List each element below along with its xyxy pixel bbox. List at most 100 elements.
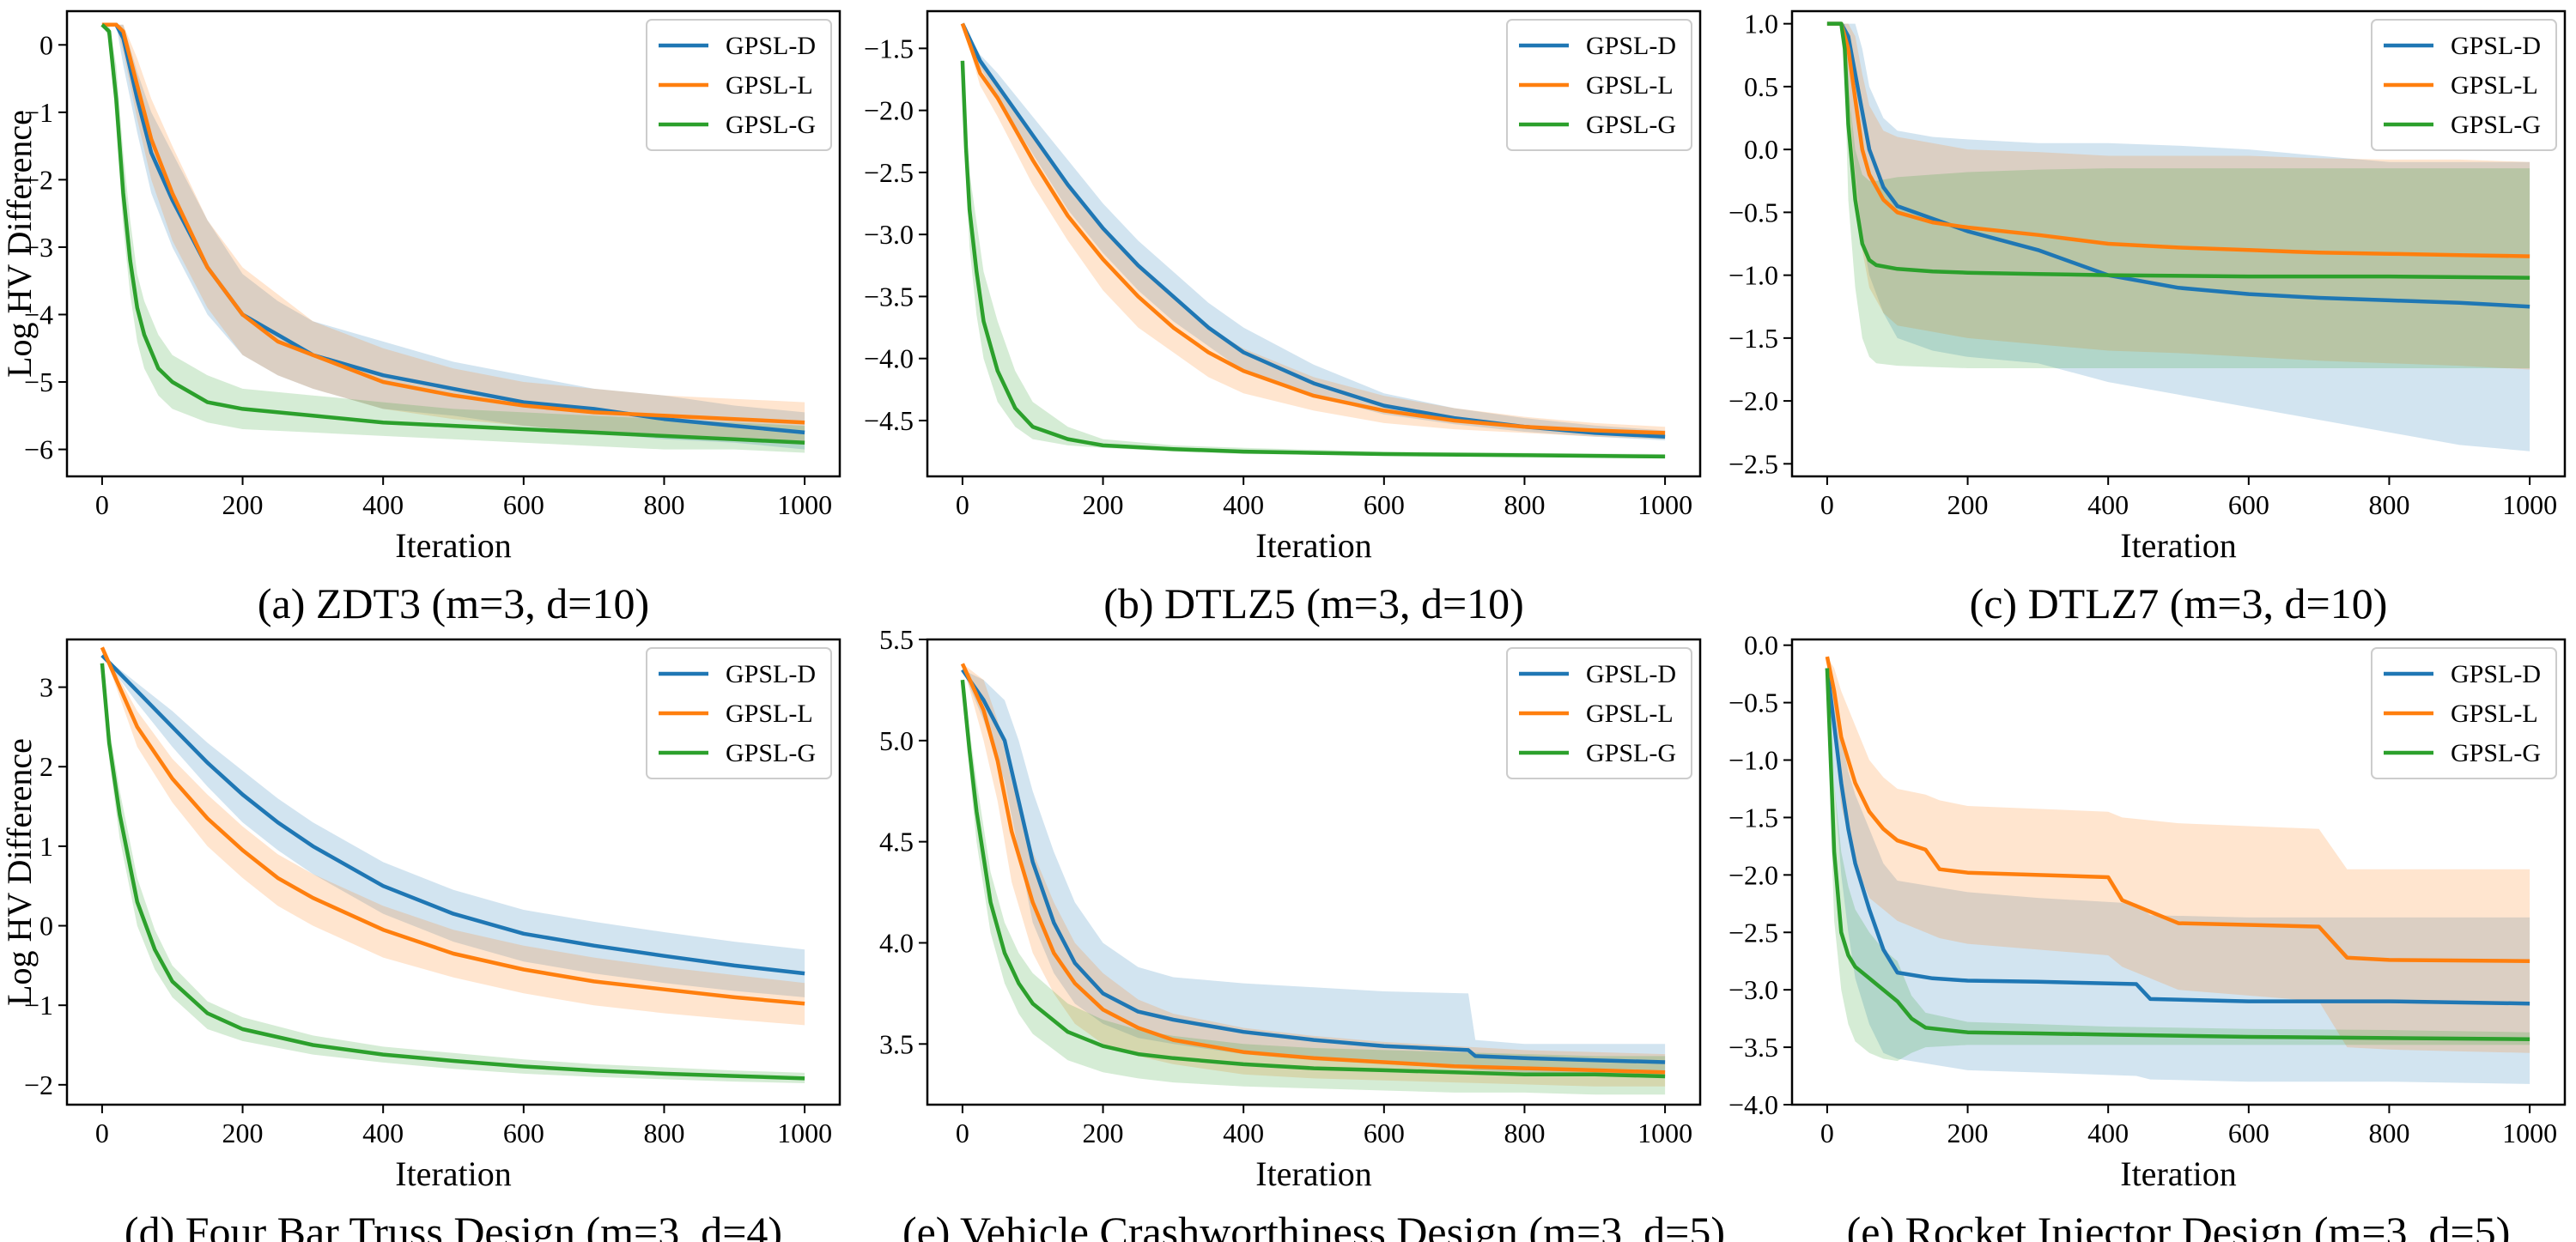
series-line-gpsl-l (1825, 656, 2530, 963)
band-gpsl-d (1826, 23, 2530, 451)
y-tick-label: 0 (39, 29, 53, 60)
band-gpsl-d (101, 655, 805, 997)
y-tick-label: −0.5 (1728, 688, 1778, 718)
x-tick-label: 800 (2368, 1118, 2409, 1148)
legend-label: GPSL-G (2451, 111, 2541, 139)
y-tick-label: −2 (24, 1069, 53, 1100)
x-tick-label: 400 (2087, 1118, 2129, 1148)
x-tick-label: 600 (1364, 489, 1405, 520)
y-tick-label: −1.5 (1728, 323, 1778, 354)
y-tick-label: 4.0 (879, 927, 914, 958)
chart-panel-4: 0 200 400 600 800 1000 5.5 5.0 4.5 4.0 3.5 Iteratio… (879, 624, 1725, 1242)
series-line-gpsl-g (100, 23, 805, 445)
x-axis-label: Iteration (395, 526, 512, 565)
series-line-gpsl-g (960, 60, 1666, 459)
series-line-gpsl-g (1826, 21, 2530, 280)
x-tick-label: 400 (362, 489, 404, 520)
chart-panel-1: 0 200 400 600 800 1000 −1.5 −2.0 −2.5 −3.0 −3.5 −4.… (864, 9, 1702, 627)
x-tick-label: 600 (2228, 1118, 2269, 1148)
plot-area (960, 663, 1666, 1095)
legend-label: GPSL-G (1586, 739, 1676, 767)
x-axis-label: Iteration (2120, 1154, 2237, 1193)
legend-box (2371, 19, 2557, 151)
legend: GPSL-D GPSL-L GPSL-G (2371, 19, 2557, 151)
subfigure-caption: (e) Rocket Injector Design (m=3, d=5) (1847, 1208, 2511, 1242)
subfigure-caption: (a) ZDT3 (m=3, d=10) (258, 579, 649, 627)
y-tick-label: −1.5 (1728, 802, 1778, 833)
axes-frame (1790, 638, 2567, 1106)
legend-label: GPSL-L (2451, 700, 2538, 728)
y-tick-label: −1.0 (1728, 745, 1778, 776)
x-tick-label: 400 (2087, 489, 2129, 520)
x-tick-label: 200 (222, 1118, 264, 1148)
x-tick-label: 400 (362, 1118, 404, 1148)
legend-label: GPSL-L (726, 71, 813, 100)
series-line-gpsl-l (1826, 21, 2530, 258)
y-tick-label: −3.5 (864, 281, 914, 312)
x-axis-label: Iteration (1255, 526, 1372, 565)
series-line-gpsl-l (960, 663, 1666, 1075)
plot-area (1825, 656, 2530, 1084)
series-line-gpsl-d (1825, 668, 2530, 1006)
legend-box (646, 19, 832, 151)
x-axis-label: Iteration (1255, 1154, 1372, 1193)
x-tick-label: 200 (1947, 489, 1989, 520)
legend-box (1506, 647, 1692, 779)
legend-label: GPSL-G (1586, 111, 1676, 139)
x-tick-label: 0 (1820, 1118, 1834, 1148)
y-tick-label: −4.5 (864, 405, 914, 436)
x-tick-label: 400 (1223, 489, 1264, 520)
y-tick-label: 3 (39, 672, 53, 703)
x-tick-label: 600 (2228, 489, 2269, 520)
x-tick-label: 800 (643, 489, 684, 520)
series-line-gpsl-l (100, 646, 805, 1006)
y-tick-label: 5.0 (879, 725, 914, 756)
y-tick-label: −4 (24, 299, 53, 330)
legend-label: GPSL-L (2451, 71, 2538, 100)
x-tick-label: 0 (95, 489, 109, 520)
x-tick-label: 0 (956, 489, 969, 520)
y-tick-label: −2.5 (1728, 448, 1778, 479)
axes-frame (926, 9, 1702, 478)
axes-frame (65, 9, 841, 478)
subfigure-caption: (b) DTLZ5 (m=3, d=10) (1103, 579, 1524, 627)
legend-label: GPSL-G (726, 111, 816, 139)
series-line-gpsl-l (960, 22, 1666, 435)
chart-panel-3: 0 200 400 600 800 1000 3 2 1 0 −1 −2 Iteration Log HV… (0, 638, 841, 1242)
legend-box (2371, 647, 2557, 779)
legend: GPSL-D GPSL-L GPSL-G (1506, 19, 1692, 151)
y-tick-label: −2.0 (1728, 385, 1778, 416)
y-tick-label: −4.0 (1728, 1089, 1778, 1120)
chart-panel-2: 0 200 400 600 800 1000 1.0 0.5 0.0 −0.5 −1.0 −1.5 −2… (1728, 9, 2567, 627)
legend: GPSL-D GPSL-L GPSL-G (1506, 647, 1692, 779)
series-line-gpsl-g (100, 663, 805, 1081)
x-tick-label: 400 (1223, 1118, 1264, 1148)
axes-frame (926, 638, 1702, 1106)
x-tick-label: 1000 (1637, 1118, 1692, 1148)
x-tick-label: 600 (503, 489, 544, 520)
legend-label: GPSL-D (2451, 32, 2541, 60)
x-tick-label: 600 (503, 1118, 544, 1148)
plot-area (100, 22, 805, 453)
legend: GPSL-D GPSL-L GPSL-G (2371, 647, 2557, 779)
band-gpsl-l (962, 23, 1666, 439)
subfigure-caption: (d) Four Bar Truss Design (m=3, d=4) (125, 1208, 782, 1242)
y-tick-label: −2.0 (864, 95, 914, 126)
chart-panel-0: 0 200 400 600 800 1000 0 −1 −2 −3 −4 −5 −6 Iteration L… (0, 9, 841, 627)
y-tick-label: −0.5 (1728, 197, 1778, 227)
y-tick-label: −2 (24, 164, 53, 195)
band-gpsl-g (1826, 23, 2530, 368)
x-tick-label: 1000 (2502, 1118, 2557, 1148)
band-gpsl-l (1826, 657, 2530, 1053)
y-axis-label: Log HV Difference (0, 738, 39, 1006)
y-tick-label: 1.0 (1744, 9, 1778, 39)
series-line-gpsl-g (960, 679, 1666, 1079)
legend: GPSL-D GPSL-L GPSL-G (646, 19, 832, 151)
x-tick-label: 1000 (2502, 489, 2557, 520)
band-gpsl-d (962, 23, 1666, 441)
legend-label: GPSL-L (1586, 71, 1674, 100)
y-tick-label: 0.0 (1744, 134, 1778, 165)
y-tick-label: −3.0 (1728, 974, 1778, 1005)
x-tick-label: 1000 (777, 489, 832, 520)
legend-label: GPSL-L (1586, 700, 1674, 728)
